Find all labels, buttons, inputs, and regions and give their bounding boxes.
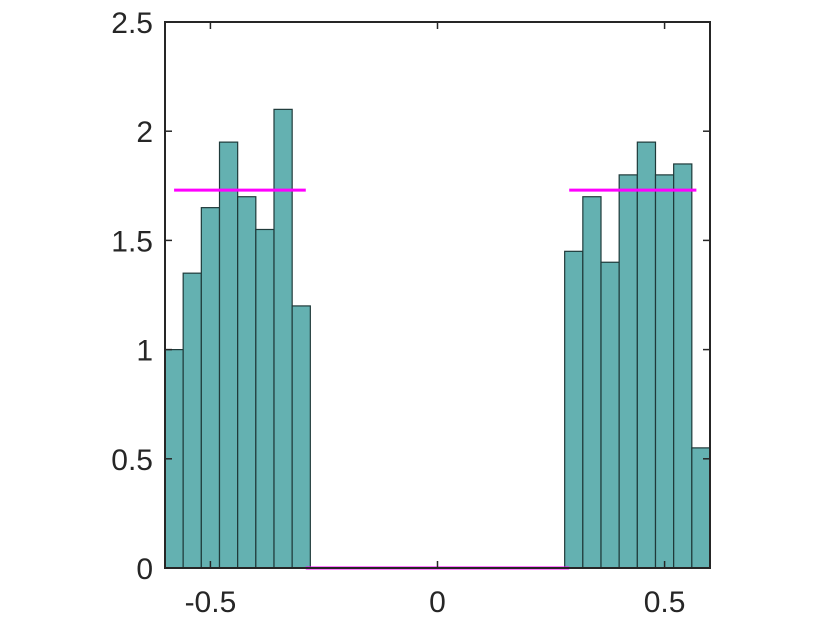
ticks-group <box>165 21 710 569</box>
histogram-bar-14 <box>654 174 675 569</box>
y-tick-label: 1.5 <box>111 225 153 258</box>
histogram-bar-9 <box>564 250 584 569</box>
histogram-bar-12 <box>618 174 638 569</box>
y-tick-labels: 0 0.5 1 1.5 2 2.5 <box>111 7 153 586</box>
x-tick-labels: -0.5 0 0.5 <box>185 586 686 619</box>
histogram-bar-5 <box>237 196 257 569</box>
histogram-bar-10 <box>582 196 602 569</box>
x-tick-label: 0 <box>429 586 446 619</box>
bars-group <box>164 108 711 569</box>
histogram-bar-15 <box>673 163 693 569</box>
histogram-bar-2 <box>182 272 202 569</box>
histogram-bar-11 <box>600 261 620 569</box>
y-tick-label: 1 <box>136 335 153 368</box>
histogram-bar-8 <box>291 305 311 569</box>
histogram-bar-4 <box>218 141 239 569</box>
y-tick-label: 0 <box>136 553 153 586</box>
x-tick-label: 0.5 <box>644 586 686 619</box>
histogram-bar-16 <box>691 447 711 569</box>
histogram-bar-13 <box>636 141 657 569</box>
x-tick-label: -0.5 <box>185 586 237 619</box>
y-tick-label: 2 <box>136 116 153 149</box>
histogram-bar-7 <box>273 108 293 569</box>
histogram-bar-3 <box>200 207 221 569</box>
y-tick-label: 0.5 <box>111 444 153 477</box>
y-tick-label: 2.5 <box>111 7 153 40</box>
histogram-bar-6 <box>255 228 275 569</box>
